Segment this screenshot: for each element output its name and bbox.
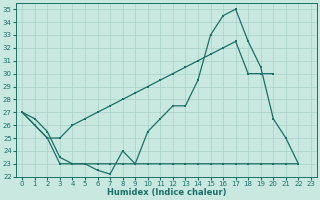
X-axis label: Humidex (Indice chaleur): Humidex (Indice chaleur) — [107, 188, 226, 197]
